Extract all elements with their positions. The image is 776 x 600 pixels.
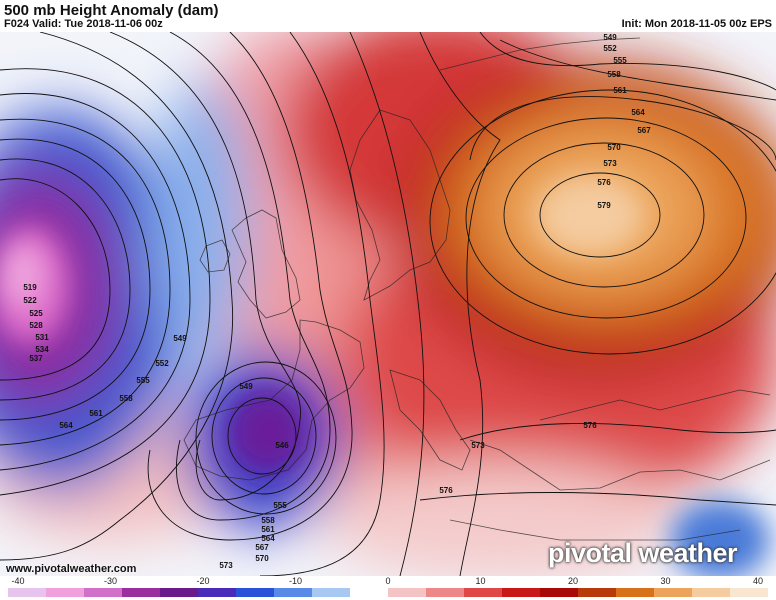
anomaly-shading [0,32,776,576]
colorbar-tick: -20 [196,576,210,586]
contour-label: 558 [607,70,621,79]
contour-label: 573 [471,441,485,450]
contour-label: 567 [637,126,651,135]
contour-label: 531 [35,333,49,342]
website-credit: www.pivotalweather.com [6,563,137,575]
map-title: 500 mb Height Anomaly (dam) [4,2,219,19]
colorbar-tick: 20 [567,576,579,586]
contour-label: 519 [23,283,37,292]
contour-label: 573 [219,561,233,570]
contour-label: 576 [583,421,597,430]
contour-label: 552 [603,44,617,53]
contour-label: 546 [275,441,289,450]
header-bar: 500 mb Height Anomaly (dam) F024 Valid: … [0,0,776,30]
contour-label: 570 [255,554,269,563]
contour-label: 549 [603,33,617,42]
contour-label: 528 [29,321,43,330]
contour-label: 555 [273,501,287,510]
contour-label: 573 [603,159,617,168]
contour-label: 561 [613,86,627,95]
contour-label: 534 [35,345,49,354]
colorbar-tick: 10 [475,576,486,586]
contour-label: 549 [173,334,187,343]
contour-label: 576 [597,178,611,187]
colorbar: -40 -30 -20 -10 0 10 20 30 40 [0,576,776,600]
height-contours [0,32,776,576]
contour-label: 555 [613,56,627,65]
init-time: Init: Mon 2018-11-05 00z EPS [621,18,772,30]
contour-label: 576 [439,486,453,495]
valid-time: F024 Valid: Tue 2018-11-06 00z [4,18,163,30]
coastlines [183,37,771,541]
contour-label: 555 [136,376,150,385]
contour-label: 537 [29,354,43,363]
contour-label: 558 [261,516,275,525]
contour-label: 552 [155,359,169,368]
contour-label: 564 [261,534,275,543]
contour-label: 525 [29,309,43,318]
contour-label: 567 [255,543,269,552]
colorbar-tick: -10 [288,576,303,586]
colorbar-tick: -30 [103,576,118,586]
colorbar-tick: 0 [385,576,391,586]
brand-logo: pivotal weather [548,538,738,568]
colorbar-tick: -40 [11,576,25,586]
contour-label: 522 [23,296,37,305]
colorbar-tick: 40 [752,576,764,586]
contour-label: 570 [607,143,621,152]
contour-label: 564 [631,108,645,117]
contour-label: 561 [261,525,275,534]
contour-label: 579 [597,201,611,210]
contour-label: 561 [89,409,103,418]
contour-label: 564 [59,421,73,430]
contour-labels: 5195225255285315345375495525555585615645… [23,33,651,570]
colorbar-strip [8,588,768,597]
contour-label: 558 [119,394,133,403]
contour-label: 549 [239,382,253,391]
colorbar-tick: 30 [660,576,671,586]
anomaly-map: 5195225255285315345375495525555585615645… [0,32,776,576]
